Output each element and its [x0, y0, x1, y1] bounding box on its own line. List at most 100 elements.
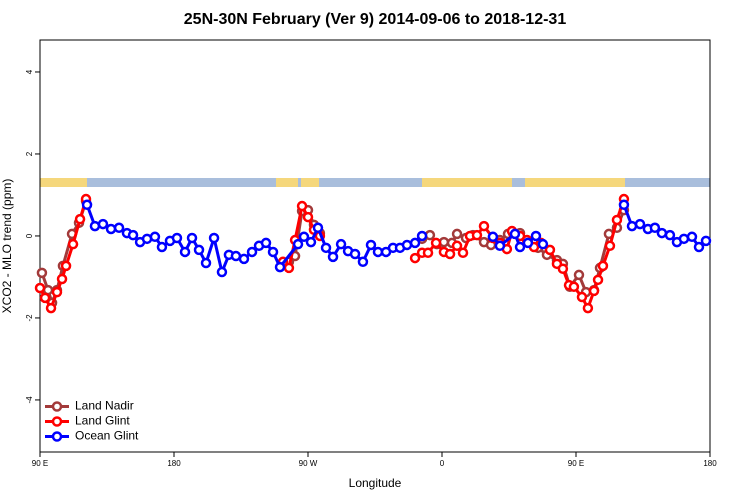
- data-point: [509, 228, 521, 240]
- legend-marker: [51, 431, 63, 442]
- data-point: [634, 218, 646, 230]
- data-point: [487, 231, 499, 243]
- data-point: [430, 237, 442, 249]
- data-point: [296, 200, 308, 212]
- data-point: [149, 231, 161, 243]
- data-point: [274, 261, 286, 273]
- x-tick-label: 180: [703, 459, 717, 468]
- data-point: [597, 260, 609, 272]
- data-point: [544, 244, 556, 256]
- legend-label: Land Nadir: [75, 399, 134, 413]
- data-point: [156, 241, 168, 253]
- data-point: [656, 227, 668, 239]
- data-point: [335, 238, 347, 250]
- data-point: [401, 239, 413, 251]
- data-point: [700, 235, 712, 247]
- data-point: [537, 238, 549, 250]
- data-point: [216, 266, 228, 278]
- legend-label: Land Glint: [75, 414, 130, 428]
- data-point: [611, 214, 623, 226]
- data-point: [327, 251, 339, 263]
- y-tick-label: -4: [25, 396, 34, 404]
- data-point: [36, 267, 48, 279]
- data-point: [105, 223, 117, 235]
- data-point: [365, 239, 377, 251]
- data-point: [664, 229, 676, 241]
- data-point: [568, 281, 580, 293]
- data-point: [451, 228, 463, 240]
- data-point: [200, 257, 212, 269]
- data-point: [246, 246, 258, 258]
- data-point: [457, 247, 469, 259]
- data-point: [127, 229, 139, 241]
- legend-label: Ocean Glint: [75, 429, 139, 443]
- data-point: [292, 238, 304, 250]
- data-point: [51, 286, 63, 298]
- x-tick-label: 90 E: [568, 459, 584, 468]
- plot-frame: [39, 39, 711, 453]
- data-point: [267, 246, 279, 258]
- data-point: [171, 232, 183, 244]
- data-point: [89, 220, 101, 232]
- data-point: [260, 237, 272, 249]
- data-point: [576, 291, 588, 303]
- data-point: [522, 237, 534, 249]
- data-point: [649, 222, 661, 234]
- data-point: [305, 236, 317, 248]
- data-point: [678, 233, 690, 245]
- data-point: [39, 292, 51, 304]
- data-point: [193, 244, 205, 256]
- data-point: [494, 240, 506, 252]
- land-ocean-strip: [40, 178, 710, 187]
- data-point: [451, 240, 463, 252]
- x-tick-label: 90 W: [299, 459, 318, 468]
- data-point: [478, 220, 490, 232]
- data-point: [74, 213, 86, 225]
- data-point: [409, 252, 421, 264]
- data-point: [618, 199, 630, 211]
- data-point: [208, 232, 220, 244]
- data-point: [626, 220, 638, 232]
- data-point: [416, 230, 428, 242]
- data-point: [409, 237, 421, 249]
- data-point: [97, 218, 109, 230]
- data-point: [588, 285, 600, 297]
- data-point: [320, 242, 332, 254]
- data-point: [81, 199, 93, 211]
- data-point: [604, 240, 616, 252]
- legend-marker: [51, 401, 63, 412]
- y-tick-label: -2: [25, 314, 34, 322]
- data-point: [298, 231, 310, 243]
- y-tick-label: 0: [25, 233, 34, 238]
- data-point: [349, 248, 361, 260]
- data-point: [557, 263, 569, 275]
- data-point: [186, 232, 198, 244]
- data-point: [357, 256, 369, 268]
- y-tick-label: 2: [25, 151, 34, 156]
- data-point: [312, 222, 324, 234]
- legend-marker: [51, 416, 63, 427]
- data-point: [34, 282, 46, 294]
- data-point: [514, 241, 526, 253]
- data-point: [422, 247, 434, 259]
- data-point: [693, 241, 705, 253]
- x-axis-label: Longitude: [349, 476, 402, 490]
- x-tick-label: 0: [440, 459, 445, 468]
- data-point: [471, 229, 483, 241]
- data-point: [179, 246, 191, 258]
- data-point: [60, 260, 72, 272]
- y-axis-label: XCO2 - MLO trend (ppm): [0, 179, 14, 314]
- chart-title: 25N-30N February (Ver 9) 2014-09-06 to 2…: [184, 11, 567, 28]
- data-point: [67, 238, 79, 250]
- data-point: [56, 273, 68, 285]
- data-point: [592, 274, 604, 286]
- data-point: [45, 302, 57, 314]
- data-point: [283, 262, 295, 274]
- x-tick-label: 180: [167, 459, 181, 468]
- data-point: [302, 211, 314, 223]
- data-point: [238, 253, 250, 265]
- y-tick-label: 4: [25, 69, 34, 74]
- data-point: [686, 231, 698, 243]
- data-point: [530, 230, 542, 242]
